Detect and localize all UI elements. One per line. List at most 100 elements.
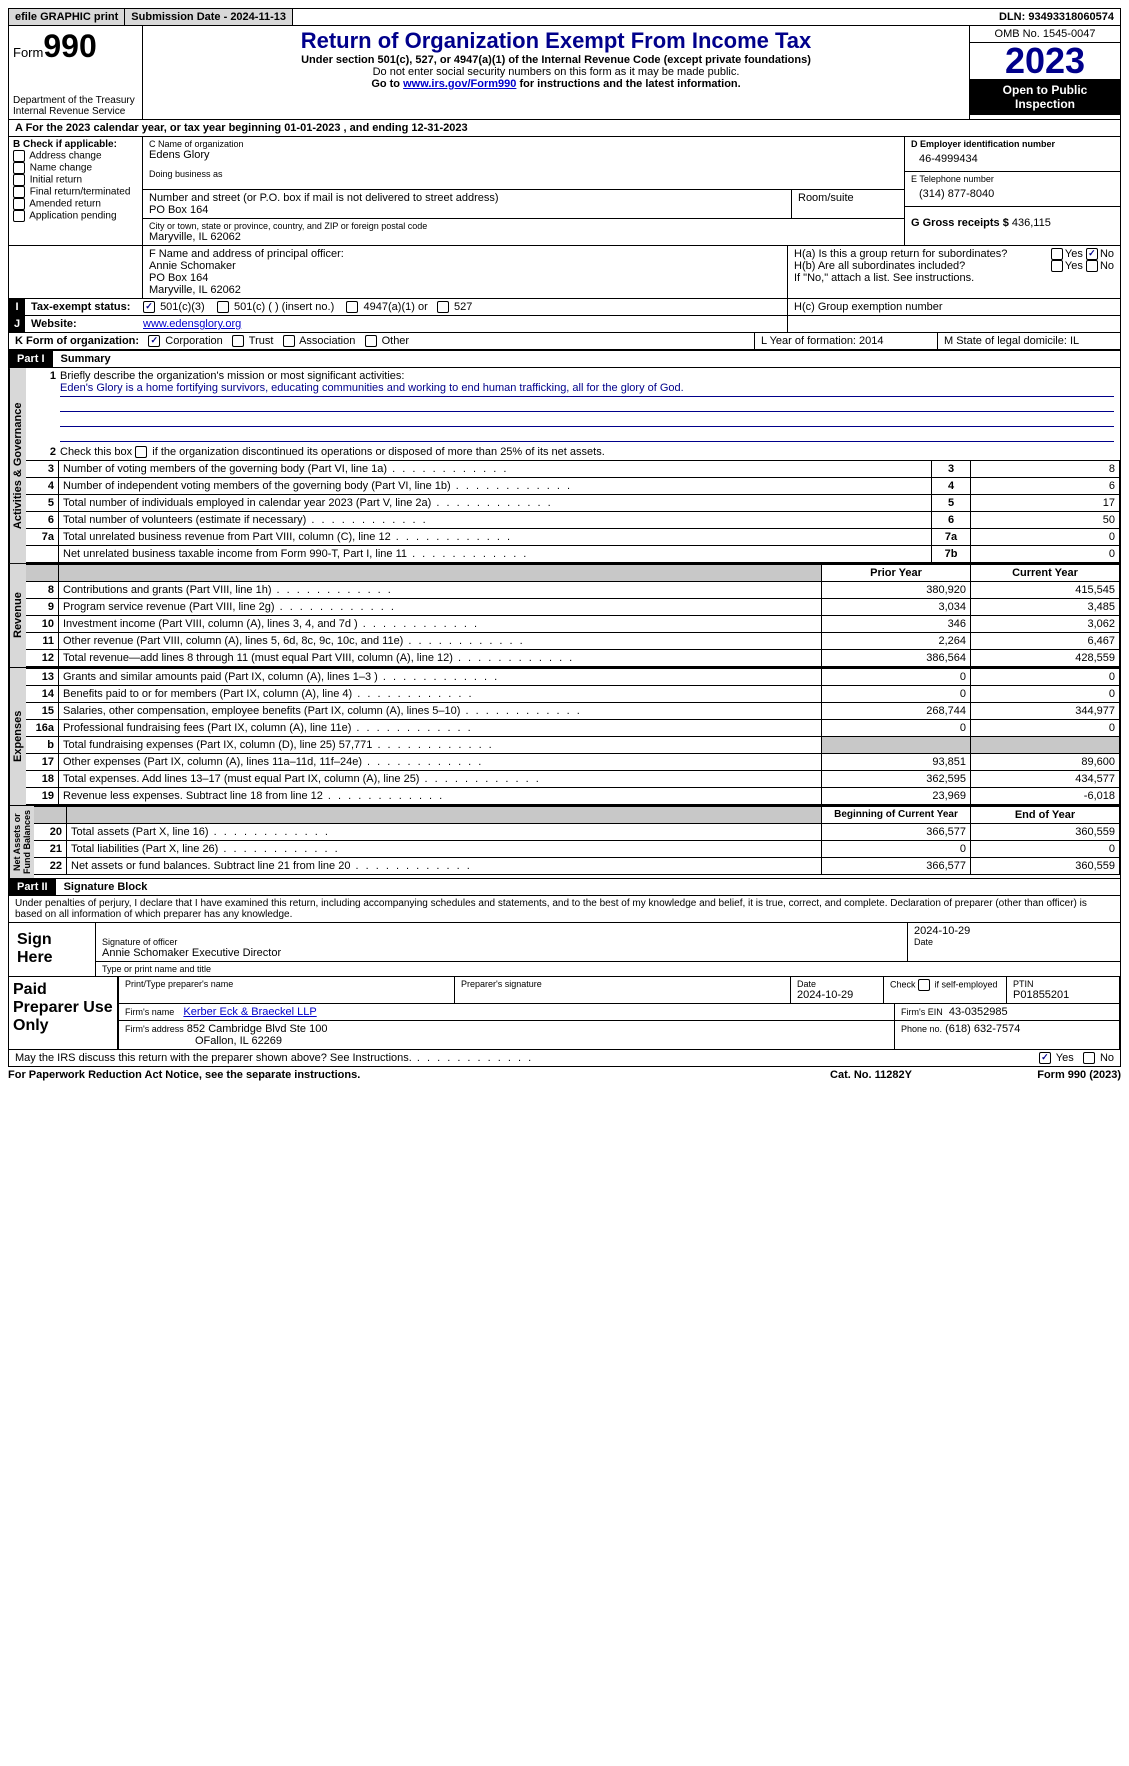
officer-addr1: PO Box 164: [149, 272, 781, 284]
phone-value: (314) 877-8040: [911, 184, 1114, 204]
gross-value: 436,115: [1012, 217, 1051, 229]
part1-title: Summary: [53, 351, 119, 367]
form-number: Form990: [13, 28, 138, 65]
tax-year: 2023: [970, 43, 1120, 79]
paid-preparer-block: Paid Preparer Use Only Print/Type prepar…: [8, 977, 1121, 1050]
firm-ein: 43-0352985: [949, 1006, 1008, 1018]
paid-preparer-label: Paid Preparer Use Only: [9, 977, 118, 1049]
firm-link[interactable]: Kerber Eck & Braeckel LLP: [183, 1006, 316, 1018]
cb-assoc[interactable]: [283, 335, 295, 347]
cb-501c3[interactable]: [143, 301, 155, 313]
row-a-period: A For the 2023 calendar year, or tax yea…: [8, 120, 1121, 137]
declaration: Under penalties of perjury, I declare th…: [8, 896, 1121, 923]
cb-discontinued[interactable]: [135, 446, 147, 458]
dept-label: Department of the Treasury Internal Reve…: [13, 95, 138, 117]
submission-date-button[interactable]: Submission Date - 2024-11-13: [125, 9, 293, 25]
section-governance: Activities & Governance 1 Briefly descri…: [8, 368, 1121, 564]
sign-here-label: Sign Here: [9, 923, 96, 976]
h-b: H(b) Are all subordinates included?: [794, 260, 1051, 272]
cb-hb-yes[interactable]: [1051, 260, 1063, 272]
cb-ha-no[interactable]: [1086, 248, 1098, 260]
section-expenses: Expenses 13Grants and similar amounts pa…: [8, 668, 1121, 806]
officer-addr2: Maryville, IL 62062: [149, 284, 781, 296]
vtab-revenue: Revenue: [9, 564, 26, 667]
cb-other[interactable]: [365, 335, 377, 347]
part2-hdr: Part II: [9, 879, 56, 895]
org-name-label: C Name of organization: [149, 139, 898, 149]
row-j: J Website: www.edensglory.org: [8, 316, 1121, 333]
efile-print-button[interactable]: efile GRAPHIC print: [9, 9, 125, 25]
officer-signature: Annie Schomaker Executive Director: [102, 947, 901, 959]
cb-corp[interactable]: [148, 335, 160, 347]
section-netassets: Net Assets orFund Balances Beginning of …: [8, 806, 1121, 879]
revenue-table: Prior YearCurrent Year8Contributions and…: [26, 564, 1120, 667]
cb-final-return[interactable]: [13, 186, 25, 198]
irs-link[interactable]: www.irs.gov/Form990: [403, 78, 516, 90]
discuss-row: May the IRS discuss this return with the…: [8, 1050, 1121, 1067]
governance-table: 3Number of voting members of the governi…: [26, 460, 1120, 563]
cb-4947[interactable]: [346, 301, 358, 313]
officer-name: Annie Schomaker: [149, 260, 781, 272]
vtab-netassets: Net Assets orFund Balances: [9, 806, 34, 878]
cb-app-pending[interactable]: [13, 210, 25, 222]
ein-label: D Employer identification number: [911, 139, 1114, 149]
org-name: Edens Glory: [149, 149, 898, 161]
expenses-table: 13Grants and similar amounts paid (Part …: [26, 668, 1120, 805]
street-label: Number and street (or P.O. box if mail i…: [149, 192, 785, 204]
room-label: Room/suite: [798, 192, 898, 204]
netassets-table: Beginning of Current YearEnd of Year20To…: [34, 806, 1120, 875]
row-k: K Form of organization: Corporation Trus…: [8, 333, 1121, 350]
goto-note: Go to www.irs.gov/Form990 for instructio…: [149, 78, 963, 90]
col-b-checkboxes: B Check if applicable: Address change Na…: [9, 137, 143, 245]
cb-hb-no[interactable]: [1086, 260, 1098, 272]
street-value: PO Box 164: [149, 204, 785, 216]
cb-discuss-no[interactable]: [1083, 1052, 1095, 1064]
dln-label: DLN: 93493318060574: [993, 9, 1120, 25]
phone-label: E Telephone number: [911, 174, 1114, 184]
officer-label: F Name and address of principal officer:: [149, 248, 781, 260]
cb-527[interactable]: [437, 301, 449, 313]
col-h: H(a) Is this a group return for subordin…: [787, 246, 1120, 298]
state-domicile: M State of legal domicile: IL: [937, 333, 1120, 349]
cb-amended[interactable]: [13, 198, 25, 210]
l1-prompt: Briefly describe the organization's miss…: [60, 370, 1114, 382]
cb-501c[interactable]: [217, 301, 229, 313]
row-i: I Tax-exempt status: 501(c)(3) 501(c) ( …: [8, 299, 1121, 316]
sign-here-block: Sign Here Signature of officer Annie Sch…: [8, 923, 1121, 977]
open-public: Open to Public Inspection: [970, 79, 1120, 115]
cb-initial-return[interactable]: [13, 174, 25, 186]
website-link[interactable]: www.edensglory.org: [143, 318, 241, 330]
h-c: H(c) Group exemption number: [787, 299, 1120, 315]
page-footer: For Paperwork Reduction Act Notice, see …: [8, 1069, 1121, 1081]
h-note: If "No," attach a list. See instructions…: [794, 272, 1114, 284]
cb-ha-yes[interactable]: [1051, 248, 1063, 260]
entity-block: B Check if applicable: Address change Na…: [8, 137, 1121, 246]
cb-self-employed[interactable]: [918, 979, 930, 991]
mission-text: Eden's Glory is a home fortifying surviv…: [60, 382, 1114, 397]
form-header: Form990 Department of the Treasury Inter…: [8, 26, 1121, 120]
section-revenue: Revenue Prior YearCurrent Year8Contribut…: [8, 564, 1121, 668]
firm-addr: 852 Cambridge Blvd Ste 100: [187, 1023, 328, 1035]
sig-date: 2024-10-29: [914, 925, 1114, 937]
cb-name-change[interactable]: [13, 162, 25, 174]
top-bar: efile GRAPHIC print Submission Date - 20…: [8, 8, 1121, 26]
form-subtitle: Under section 501(c), 527, or 4947(a)(1)…: [149, 54, 963, 66]
vtab-expenses: Expenses: [9, 668, 26, 805]
ssn-note: Do not enter social security numbers on …: [149, 66, 963, 78]
firm-phone: (618) 632-7574: [945, 1023, 1020, 1035]
year-formation: L Year of formation: 2014: [754, 333, 937, 349]
city-value: Maryville, IL 62062: [149, 231, 898, 243]
dba-label: Doing business as: [149, 169, 898, 179]
h-a: H(a) Is this a group return for subordin…: [794, 248, 1051, 260]
cb-address-change[interactable]: [13, 150, 25, 162]
vtab-governance: Activities & Governance: [9, 368, 26, 563]
part1-hdr: Part I: [9, 351, 53, 367]
city-label: City or town, state or province, country…: [149, 221, 898, 231]
ein-value: 46-4999434: [911, 149, 1114, 169]
form-title: Return of Organization Exempt From Incom…: [149, 28, 963, 54]
cb-trust[interactable]: [232, 335, 244, 347]
officer-block: F Name and address of principal officer:…: [8, 246, 1121, 299]
gross-label: G Gross receipts $: [911, 217, 1009, 229]
cb-discuss-yes[interactable]: [1039, 1052, 1051, 1064]
l2-text: Check this box if the organization disco…: [60, 446, 605, 458]
